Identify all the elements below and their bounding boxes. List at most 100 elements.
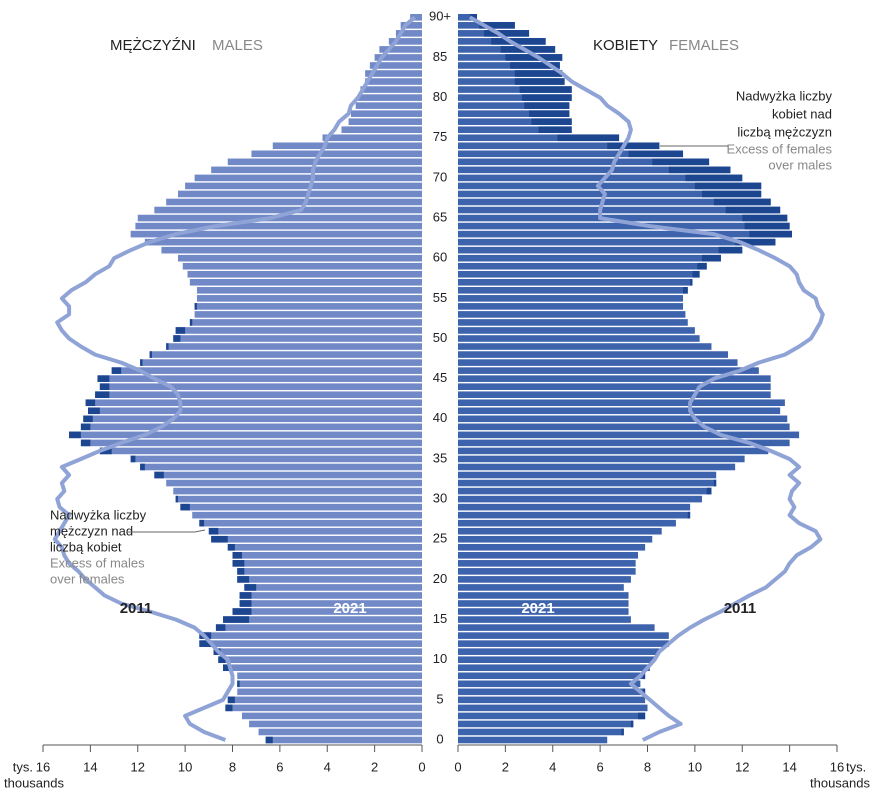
bar — [137, 214, 422, 222]
bar — [458, 110, 570, 117]
annotation: kobiet nad — [772, 106, 832, 121]
bar — [196, 295, 422, 302]
bar — [239, 600, 422, 607]
bar — [458, 158, 710, 166]
bar — [175, 327, 422, 334]
excess-bar — [628, 150, 684, 158]
bar — [458, 527, 662, 535]
bar — [458, 246, 743, 254]
bar — [458, 576, 631, 583]
excess-bar — [189, 319, 193, 326]
excess-bar — [607, 142, 660, 150]
excess-bar — [690, 278, 693, 286]
bar — [458, 696, 646, 704]
bar — [458, 118, 572, 125]
bar — [458, 503, 691, 511]
bar — [237, 688, 422, 696]
excess-bar — [208, 527, 219, 535]
bar — [223, 664, 422, 672]
annotation: liczbą kobiet — [50, 539, 122, 554]
excess-bar — [223, 664, 231, 672]
bar — [80, 439, 423, 447]
bar — [199, 519, 422, 527]
excess-bar — [749, 230, 792, 238]
bar — [458, 383, 771, 390]
excess-bar — [237, 568, 245, 575]
excess-bar — [244, 584, 257, 591]
age-label: 55 — [433, 290, 447, 305]
year-label: 2011 — [724, 600, 757, 617]
bar — [358, 94, 422, 101]
excess-bar — [140, 359, 143, 366]
bar — [458, 736, 608, 744]
bar — [458, 287, 688, 294]
bar — [140, 359, 422, 366]
excess-bar — [232, 560, 245, 567]
bar — [88, 407, 422, 415]
annotation: Nadwyżka liczby — [50, 507, 147, 522]
excess-bar — [491, 38, 546, 45]
males-title-en: MALES — [212, 37, 263, 54]
annotation: Excess of males — [50, 555, 145, 570]
age-label: 85 — [433, 49, 447, 64]
bar — [365, 78, 422, 85]
excess-bar — [95, 391, 110, 399]
excess-bar — [529, 110, 570, 117]
excess-bar — [718, 246, 743, 254]
bar — [388, 38, 422, 45]
excess-bar — [697, 262, 707, 270]
bar — [185, 182, 422, 190]
bar — [80, 423, 423, 431]
age-label: 65 — [433, 209, 447, 224]
leader-line — [128, 529, 206, 533]
bar — [458, 94, 572, 101]
excess-bar — [173, 335, 181, 342]
bar — [458, 270, 700, 278]
excess-bar — [692, 270, 700, 278]
bar — [458, 230, 792, 238]
bar — [265, 736, 422, 744]
excess-bar — [218, 656, 226, 663]
bar — [458, 616, 631, 623]
bar — [458, 190, 762, 198]
excess-bar — [223, 616, 250, 623]
x-tick-label: 12 — [131, 759, 145, 774]
x-tick-label: 10 — [688, 759, 702, 774]
bar — [227, 696, 422, 704]
bar — [458, 648, 660, 655]
excess-bar — [744, 222, 790, 230]
bar — [458, 543, 646, 551]
bar — [194, 174, 422, 182]
bar — [173, 335, 422, 342]
excess-bar — [227, 543, 235, 551]
age-label: 70 — [433, 169, 447, 184]
bar — [178, 190, 422, 198]
excess-bar — [524, 102, 570, 109]
bar — [97, 375, 422, 382]
bar — [458, 471, 717, 479]
bar — [458, 640, 669, 647]
excess-bar — [531, 118, 572, 125]
bar — [458, 150, 684, 158]
bar — [458, 560, 636, 567]
bar — [154, 471, 423, 479]
bar — [341, 126, 422, 134]
x-tick-label: 2 — [371, 759, 378, 774]
bar — [215, 624, 422, 631]
bar — [379, 46, 422, 53]
age-label: 25 — [433, 531, 447, 546]
excess-bar — [514, 70, 563, 77]
bar — [458, 254, 721, 262]
excess-bar — [652, 158, 710, 166]
bar — [458, 720, 634, 728]
line-2011 — [52, 15, 417, 742]
bar — [458, 134, 620, 142]
excess-bar — [687, 511, 691, 519]
bar — [458, 206, 781, 214]
bar — [258, 728, 422, 736]
excess-bar — [239, 592, 252, 599]
bar — [182, 262, 422, 270]
x-tick-label: 10 — [178, 759, 192, 774]
bar — [458, 367, 759, 374]
excess-bar — [80, 423, 91, 431]
